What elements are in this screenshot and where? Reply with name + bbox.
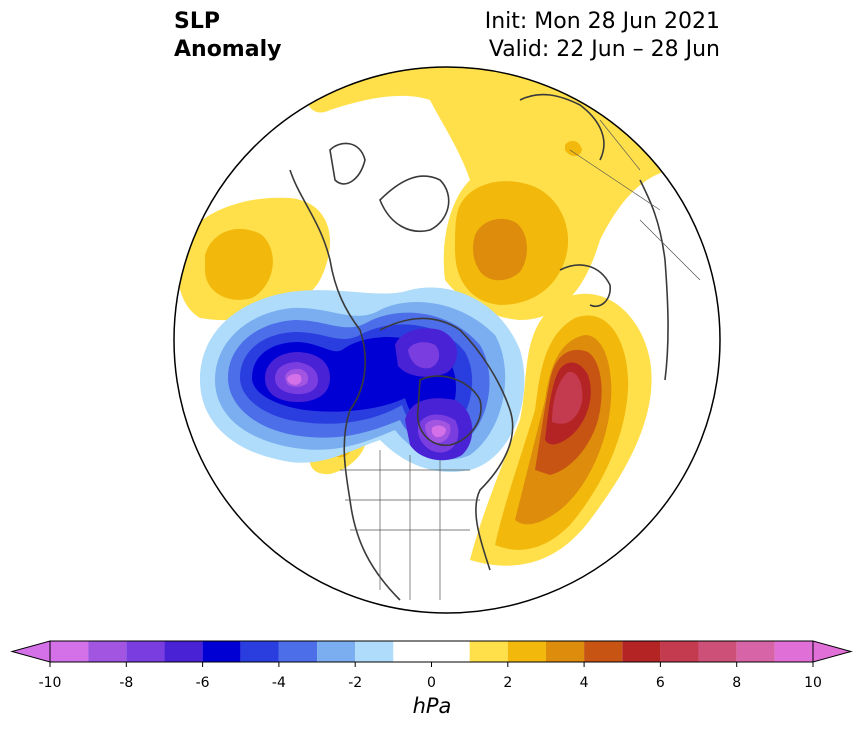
colorbar-tick-label: -6 (195, 675, 210, 691)
colorbar-bin (393, 641, 470, 662)
colorbar-bin (622, 641, 661, 662)
colorbar-tick-label: 6 (655, 675, 665, 691)
colorbar-tick-label: 10 (804, 675, 822, 691)
colorbar-bin (545, 641, 585, 662)
colorbar-tick-label: 4 (579, 675, 589, 691)
colorbar-over-arrow (812, 640, 853, 663)
siberia-high-contours (300, 67, 700, 320)
colorbar-bin (240, 641, 279, 662)
init-date: Init: Mon 28 Jun 2021 (484, 9, 720, 34)
colorbar-tick-label: -10 (38, 675, 62, 691)
polar-map (173, 66, 721, 614)
colorbar (10, 640, 853, 667)
colorbar-bin (507, 641, 546, 662)
colorbar-bin (88, 641, 127, 662)
colorbar-under-arrow (10, 640, 51, 663)
colorbar-tick-label: -4 (271, 675, 286, 691)
colorbar-bin (50, 641, 89, 662)
colorbar-bin (774, 641, 813, 662)
colorbar-bin (355, 641, 394, 662)
colorbar-bin (278, 641, 318, 662)
title-line-1: SLP (174, 9, 220, 34)
colorbar-bin (126, 641, 165, 662)
init-valid-dates: Init: Mon 28 Jun 2021 Valid: 22 Jun – 28… (485, 8, 720, 64)
colorbar-tick-label: 2 (503, 675, 513, 691)
colorbar-tick-label: -2 (348, 675, 363, 691)
colorbar-tick-label: 0 (427, 675, 436, 691)
coastlines (289, 93, 669, 601)
colorbar-bin (584, 641, 623, 662)
colorbar-bin (698, 641, 737, 662)
map-boundary (173, 66, 721, 614)
colorbar-tick-label: -8 (119, 675, 134, 691)
colorbar-bin (736, 641, 775, 662)
title-line-2: Anomaly (174, 37, 282, 62)
colorbar-tick-label: 8 (732, 675, 742, 691)
valid-range: Valid: 22 Jun – 28 Jun (488, 37, 720, 62)
state-borders (340, 119, 701, 600)
colorbar-unit-label: hPa (412, 694, 452, 718)
negative-anomaly-contours (200, 287, 525, 472)
colorbar-bin (469, 641, 508, 662)
north-atlantic-high-contours (470, 293, 652, 566)
colorbar-bin (164, 641, 203, 662)
colorbar-bin (660, 641, 699, 662)
colorbar-bin (317, 641, 356, 662)
map-title: SLP Anomaly (174, 8, 281, 64)
colorbar-bin (202, 641, 241, 662)
